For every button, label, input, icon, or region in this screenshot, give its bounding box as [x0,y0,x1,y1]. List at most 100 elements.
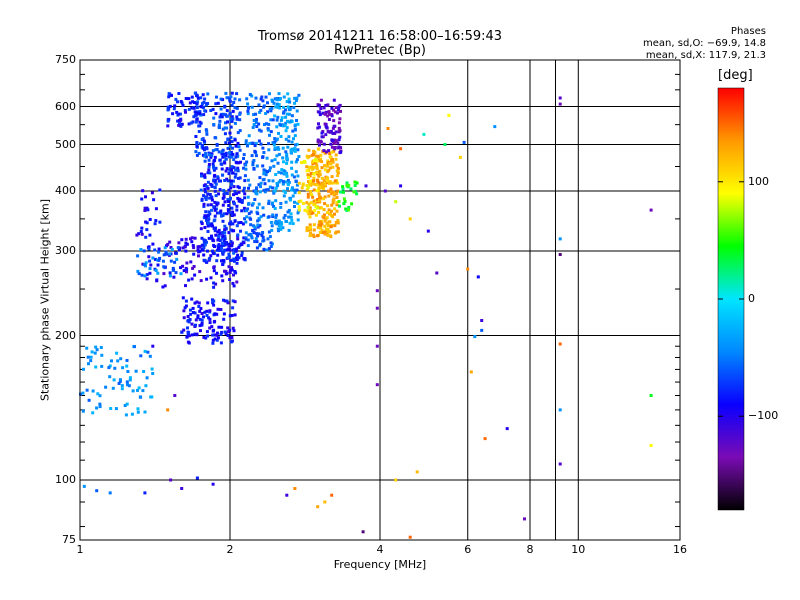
data-point [290,173,294,177]
data-point [189,308,192,312]
data-point [558,237,562,241]
data-point [327,208,331,212]
data-point [214,233,218,237]
data-point [210,208,213,212]
data-point [232,185,236,189]
data-point [87,362,90,366]
data-point [306,192,310,196]
data-point [214,282,218,286]
data-point [332,108,336,112]
data-point [192,252,196,256]
data-point [217,192,220,196]
data-point [261,235,265,239]
data-point [82,367,85,371]
data-point [279,202,283,205]
data-point [222,298,225,302]
data-point [239,229,242,233]
data-point [246,244,250,248]
data-point [212,166,216,170]
data-point [309,201,313,205]
data-point [339,150,343,154]
data-point [243,196,247,200]
data-point [203,183,207,187]
data-point [321,130,325,133]
data-point [214,112,218,116]
data-point [339,109,342,113]
data-point [224,141,228,145]
data-point [230,155,234,158]
data-point [207,168,211,172]
data-point [213,185,217,189]
data-point [252,189,256,193]
data-point [283,123,287,127]
data-point [297,191,301,195]
data-point [147,245,151,249]
data-point [297,200,301,204]
data-point [286,105,290,109]
data-point [313,165,317,169]
data-point [244,139,248,143]
data-point [202,202,206,206]
data-point [166,242,170,246]
data-point [319,157,323,161]
data-point [216,238,220,242]
data-point [202,246,206,250]
data-point [558,342,562,346]
data-point [286,210,290,214]
data-point [166,119,170,123]
data-point [323,230,327,234]
data-point [227,188,231,192]
data-point [322,197,326,201]
data-point [232,201,236,205]
data-point [225,299,229,303]
data-point [262,238,266,242]
data-point [244,237,248,241]
data-point [219,209,223,213]
data-point [261,146,265,150]
data-point [240,251,244,255]
data-point [247,233,251,237]
data-point [222,212,226,216]
data-point [254,112,258,116]
data-point [327,189,330,193]
data-point [221,214,225,217]
data-point [223,126,227,130]
data-point [171,266,175,270]
data-point [221,148,225,152]
data-point [222,317,226,321]
data-point [480,328,484,332]
data-point [284,115,288,119]
data-point [315,163,319,167]
data-point [257,232,261,236]
data-point [238,148,242,152]
data-point [94,365,98,369]
data-point [261,99,265,103]
data-point [271,186,275,190]
data-point [331,160,335,164]
data-point [191,120,195,124]
data-point [213,337,217,341]
data-point [218,188,222,192]
data-point [284,150,288,154]
data-point [243,217,247,221]
data-point [183,306,187,310]
data-point [205,309,209,313]
data-point [336,189,340,193]
data-point [262,105,266,109]
data-point [215,338,219,342]
data-point [224,151,228,155]
data-point [287,181,291,184]
data-point [307,202,311,206]
data-point [196,316,200,319]
colorbar-title: [deg] [718,68,753,83]
data-point [246,207,250,211]
data-point [274,215,278,219]
data-point [150,191,154,195]
data-point [204,196,208,200]
data-point [285,100,289,104]
data-point [172,268,176,272]
data-point [311,233,315,237]
data-point [301,183,305,187]
data-point [205,146,208,150]
data-point [290,186,294,190]
